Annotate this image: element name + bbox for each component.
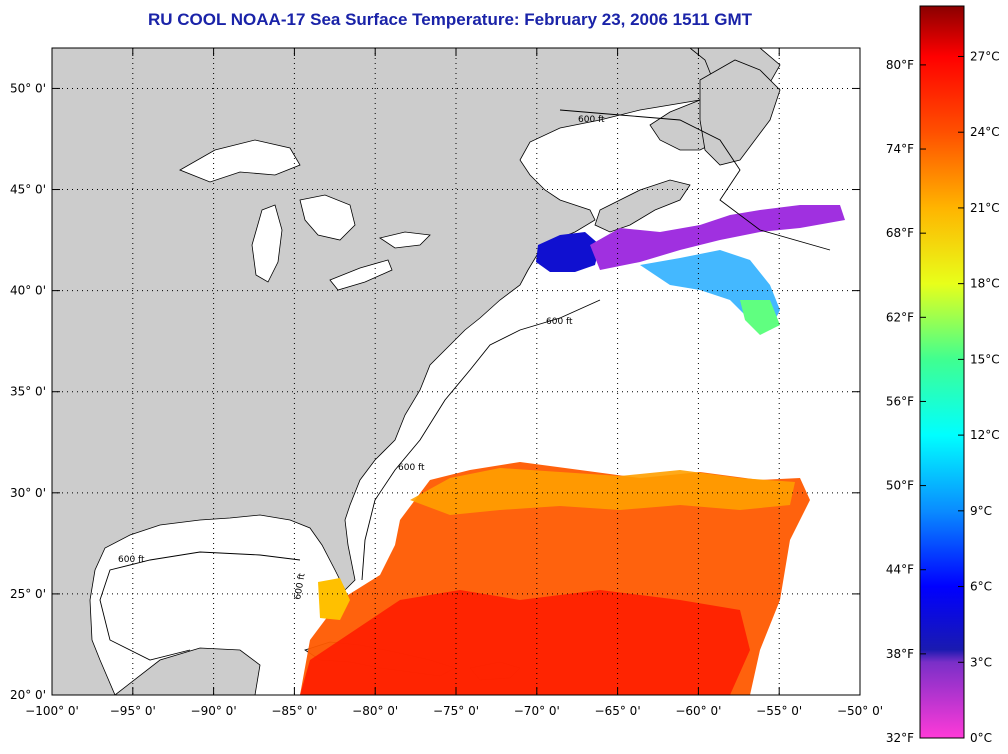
land-nova-scotia (594, 179, 691, 233)
latitude-labels: 20° 0' 25° 0' 30° 0' 35° 0' 40° 0' 45° 0' 50° … (10, 81, 46, 702)
sst-patch-shelf-green (740, 300, 780, 335)
colorbar-fahrenheit-label: 32°F (886, 731, 914, 745)
great-lakes (179, 139, 431, 291)
colorbar-fahrenheit-label: 68°F (886, 226, 914, 240)
colorbar-celsius-labels: 0°C 3°C 6°C 9°C 12°C 15°C 18°C 21°C 24°C 27°C (958, 49, 1000, 745)
map-area: 600 ft 600 ft 600 ft 600 ft 600 ft (52, 48, 860, 695)
lat-tick-label: 45° 0' (10, 183, 46, 197)
lon-tick-label: −95° 0' (110, 704, 156, 718)
colorbar-celsius-label: 21°C (970, 201, 1000, 215)
lake-superior (179, 139, 301, 183)
sst-patch-florida-yellow (318, 578, 350, 620)
colorbar: 32°F 38°F 44°F 50°F 56°F 62°F 68°F 74°F 80°F 0°C… (886, 5, 1000, 745)
colorbar-celsius-label: 3°C (970, 655, 992, 669)
colorbar-fahrenheit-label: 80°F (886, 58, 914, 72)
colorbar-fahrenheit-label: 44°F (886, 563, 914, 577)
lon-tick-label: −50° 0' (837, 704, 883, 718)
sst-data-layer (300, 205, 845, 695)
lon-tick-label: −65° 0' (595, 704, 641, 718)
axis-ticks (51, 48, 861, 696)
colorbar-fahrenheit-label: 50°F (886, 479, 914, 493)
lon-tick-label: −85° 0' (271, 704, 317, 718)
lon-tick-label: −75° 0' (433, 704, 479, 718)
land-north-america (52, 48, 721, 695)
contour-label-georges: 600 ft (546, 317, 573, 327)
colorbar-celsius-label: 24°C (970, 125, 1000, 139)
colorbar-celsius-label: 18°C (970, 277, 1000, 291)
longitude-labels: −100° 0' −95° 0' −90° 0' −85° 0' −80° 0' −75°… (25, 704, 883, 718)
colorbar-fahrenheit-label: 74°F (886, 142, 914, 156)
colorbar-celsius-label: 0°C (970, 731, 992, 745)
lat-tick-label: 20° 0' (10, 688, 46, 702)
lake-erie (329, 259, 393, 291)
contour-label-hatteras: 600 ft (398, 463, 425, 473)
contour-label-north: 600 ft (578, 115, 605, 125)
bathymetry-contour-600ft (99, 109, 831, 661)
lat-tick-label: 40° 0' (10, 284, 46, 298)
contour-label-gulf: 600 ft (118, 555, 145, 565)
sst-patch-gulf-of-maine-blue (536, 232, 600, 272)
lon-tick-label: −90° 0' (191, 704, 237, 718)
contour-label-florida: 600 ft (293, 572, 308, 600)
lat-tick-label: 50° 0' (10, 81, 46, 95)
lon-tick-label: −80° 0' (352, 704, 398, 718)
map-title: RU COOL NOAA-17 Sea Surface Temperature:… (147, 10, 753, 29)
lon-tick-label: −60° 0' (675, 704, 721, 718)
colorbar-fahrenheit-label: 38°F (886, 647, 914, 661)
lat-tick-label: 25° 0' (10, 587, 46, 601)
colorbar-fahrenheit-labels: 32°F 38°F 44°F 50°F 56°F 62°F 68°F 74°F 80°F (886, 58, 926, 745)
colorbar-celsius-label: 15°C (970, 352, 1000, 366)
lake-huron (299, 194, 356, 241)
lat-tick-label: 35° 0' (10, 385, 46, 399)
sst-patch-scotian-purple (590, 205, 845, 270)
lat-tick-label: 30° 0' (10, 486, 46, 500)
land-newfoundland (699, 59, 781, 166)
lake-ontario (379, 231, 431, 249)
lon-tick-label: −70° 0' (514, 704, 560, 718)
colorbar-celsius-label: 6°C (970, 580, 992, 594)
lon-tick-label: −55° 0' (756, 704, 802, 718)
sst-patch-southern-hot (300, 590, 750, 695)
lake-michigan (251, 204, 283, 283)
colorbar-fahrenheit-label: 62°F (886, 310, 914, 324)
lon-tick-label: −100° 0' (25, 704, 79, 718)
colorbar-gradient (919, 5, 965, 739)
colorbar-celsius-label: 9°C (970, 504, 992, 518)
colorbar-celsius-label: 12°C (970, 428, 1000, 442)
land-yucatan (114, 647, 261, 695)
colorbar-celsius-label: 27°C (970, 49, 1000, 63)
colorbar-fahrenheit-label: 56°F (886, 394, 914, 408)
